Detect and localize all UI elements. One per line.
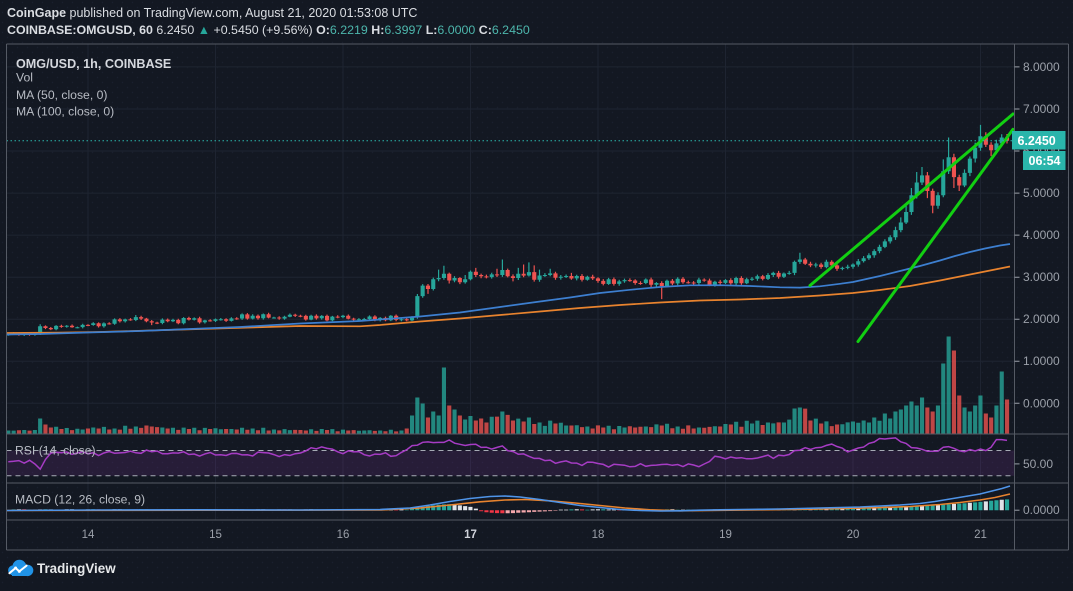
svg-text:TradingView: TradingView: [37, 561, 116, 576]
svg-text:0.0000: 0.0000: [1023, 396, 1060, 410]
svg-text:1.0000: 1.0000: [1023, 354, 1060, 368]
svg-text:15: 15: [209, 529, 222, 541]
svg-text:COINBASE:OMGUSD, 60 6.2450 ▲: COINBASE:OMGUSD, 60 6.2450 ▲ +0.5450 (+9…: [7, 23, 530, 37]
svg-text:18: 18: [592, 529, 605, 541]
svg-text:6.2450: 6.2450: [1018, 134, 1056, 148]
svg-text:06:54: 06:54: [1029, 154, 1061, 168]
svg-text:8.0000: 8.0000: [1023, 60, 1060, 74]
svg-text:2.0000: 2.0000: [1023, 312, 1060, 326]
svg-text:MACD (12, 26, close, 9): MACD (12, 26, close, 9): [15, 493, 145, 507]
svg-text:14: 14: [82, 529, 95, 541]
svg-text:MA (100, close, 0): MA (100, close, 0): [16, 105, 114, 119]
svg-text:Vol: Vol: [16, 71, 33, 85]
svg-text:5.0000: 5.0000: [1023, 186, 1060, 200]
svg-text:CoinGape published on TradingV: CoinGape published on TradingView.com, A…: [7, 6, 417, 20]
svg-text:20: 20: [847, 529, 860, 541]
svg-text:MA (50, close, 0): MA (50, close, 0): [16, 88, 107, 102]
svg-text:7.0000: 7.0000: [1023, 102, 1060, 116]
svg-text:RSI (14, close): RSI (14, close): [15, 444, 96, 458]
svg-text:17: 17: [464, 529, 477, 541]
svg-text:19: 19: [719, 529, 732, 541]
svg-text:16: 16: [337, 529, 350, 541]
svg-text:3.0000: 3.0000: [1023, 270, 1060, 284]
svg-text:50.00: 50.00: [1023, 457, 1053, 471]
svg-text:21: 21: [974, 529, 987, 541]
svg-text:OMG/USD, 1h, COINBASE: OMG/USD, 1h, COINBASE: [16, 57, 171, 71]
svg-text:0.0000: 0.0000: [1023, 503, 1060, 517]
svg-text:4.0000: 4.0000: [1023, 228, 1060, 242]
